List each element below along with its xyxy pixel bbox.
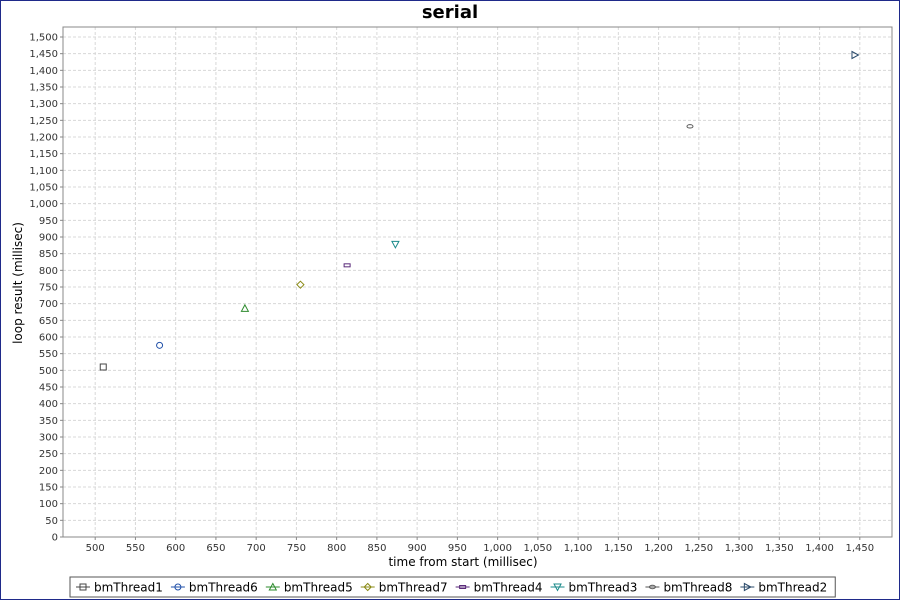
y-tick-label: 50 [45, 516, 58, 527]
y-tick-label: 400 [39, 399, 58, 410]
data-point-bmThread3 [391, 240, 400, 249]
x-tick-label: 500 [86, 543, 105, 554]
legend-label: bmThread7 [379, 581, 448, 595]
x-tick-label: 650 [206, 543, 225, 554]
y-tick-label: 1,350 [29, 83, 58, 94]
legend-marker-bmThread7 [363, 582, 372, 592]
x-tick-label: 1,050 [524, 543, 553, 554]
legend-box [69, 576, 836, 598]
data-point-bmThread1 [99, 363, 107, 371]
legend-marker-bmThread2 [743, 582, 752, 592]
x-tick-label: 900 [408, 543, 427, 554]
legend-marker-bmThread3 [553, 583, 562, 592]
y-tick-label: 600 [39, 333, 58, 344]
chart-title: serial [422, 2, 478, 23]
x-tick-label: 750 [287, 543, 306, 554]
y-tick-label: 100 [39, 499, 58, 510]
x-tick-label: 1,450 [845, 543, 874, 554]
x-tick-label: 1,150 [604, 543, 633, 554]
x-tick-label: 550 [126, 543, 145, 554]
legend-label: bmThread2 [758, 581, 827, 595]
y-tick-label: 200 [39, 466, 58, 477]
data-point-bmThread7 [296, 280, 305, 289]
x-tick-label: 1,000 [483, 543, 512, 554]
y-tick-label: 750 [39, 283, 58, 294]
y-tick-label: 650 [39, 316, 58, 327]
y-tick-label: 150 [39, 483, 58, 494]
legend-marker-bmThread8 [648, 584, 656, 590]
y-tick-label: 700 [39, 299, 58, 310]
y-tick-label: 950 [39, 216, 58, 227]
y-tick-label: 1,050 [29, 183, 58, 194]
y-tick-label: 1,100 [29, 166, 58, 177]
data-point-bmThread6 [156, 341, 164, 349]
y-tick-label: 1,500 [29, 33, 58, 44]
legend-label: bmThread8 [663, 581, 732, 595]
plot-area [62, 26, 893, 538]
legend-marker-bmThread6 [174, 583, 182, 591]
data-point-bmThread2 [851, 50, 860, 60]
x-tick-label: 1,250 [685, 543, 714, 554]
y-axis-ticks: 0 50 100 150 200 250 300 350 400 450 500 550 600 650 7… [29, 33, 63, 544]
legend: bmThread1 bmThread6 bmThread5 bmThread7 bmTh… [69, 576, 836, 598]
y-axis-label: loop result (millisec) [11, 222, 25, 344]
legend-label: bmThread6 [189, 581, 258, 595]
x-tick-label: 1,300 [725, 543, 754, 554]
x-tick-label: 600 [166, 543, 185, 554]
legend-marker-bmThread1 [79, 583, 87, 591]
x-tick-label: 700 [247, 543, 266, 554]
y-tick-label: 350 [39, 416, 58, 427]
x-axis-ticks: 500 550 600 650 700 750 800 850 900 950 1,000 1,050… [86, 537, 874, 554]
y-tick-label: 1,000 [29, 199, 58, 210]
y-tick-label: 1,450 [29, 49, 58, 60]
y-tick-label: 850 [39, 249, 58, 260]
legend-label: bmThread3 [569, 581, 638, 595]
y-tick-label: 1,200 [29, 133, 58, 144]
y-tick-label: 0 [52, 533, 58, 544]
y-tick-label: 1,250 [29, 116, 58, 127]
x-tick-label: 850 [367, 543, 386, 554]
y-tick-label: 900 [39, 233, 58, 244]
y-tick-label: 450 [39, 383, 58, 394]
x-axis-label: time from start (millisec) [388, 555, 537, 569]
x-tick-label: 950 [448, 543, 467, 554]
y-tick-label: 800 [39, 266, 58, 277]
data-points [99, 50, 860, 371]
y-tick-label: 500 [39, 366, 58, 377]
data-point-bmThread5 [240, 303, 250, 312]
x-tick-label: 800 [327, 543, 346, 554]
y-tick-label: 1,300 [29, 99, 58, 110]
legend-marker-bmThread4 [459, 585, 467, 589]
data-point-bmThread4 [343, 263, 351, 268]
grid-lines [63, 27, 892, 538]
x-tick-label: 1,100 [564, 543, 593, 554]
y-tick-label: 300 [39, 433, 58, 444]
x-tick-label: 1,400 [805, 543, 834, 554]
legend-label: bmThread1 [94, 581, 163, 595]
y-tick-label: 1,150 [29, 149, 58, 160]
x-tick-label: 1,350 [765, 543, 794, 554]
y-tick-label: 250 [39, 449, 58, 460]
data-point-bmThread8 [686, 124, 694, 129]
x-tick-label: 1,200 [644, 543, 673, 554]
legend-label: bmThread4 [474, 581, 543, 595]
legend-label: bmThread5 [284, 581, 353, 595]
y-tick-label: 1,400 [29, 66, 58, 77]
y-tick-label: 550 [39, 349, 58, 360]
legend-marker-bmThread5 [268, 582, 278, 591]
